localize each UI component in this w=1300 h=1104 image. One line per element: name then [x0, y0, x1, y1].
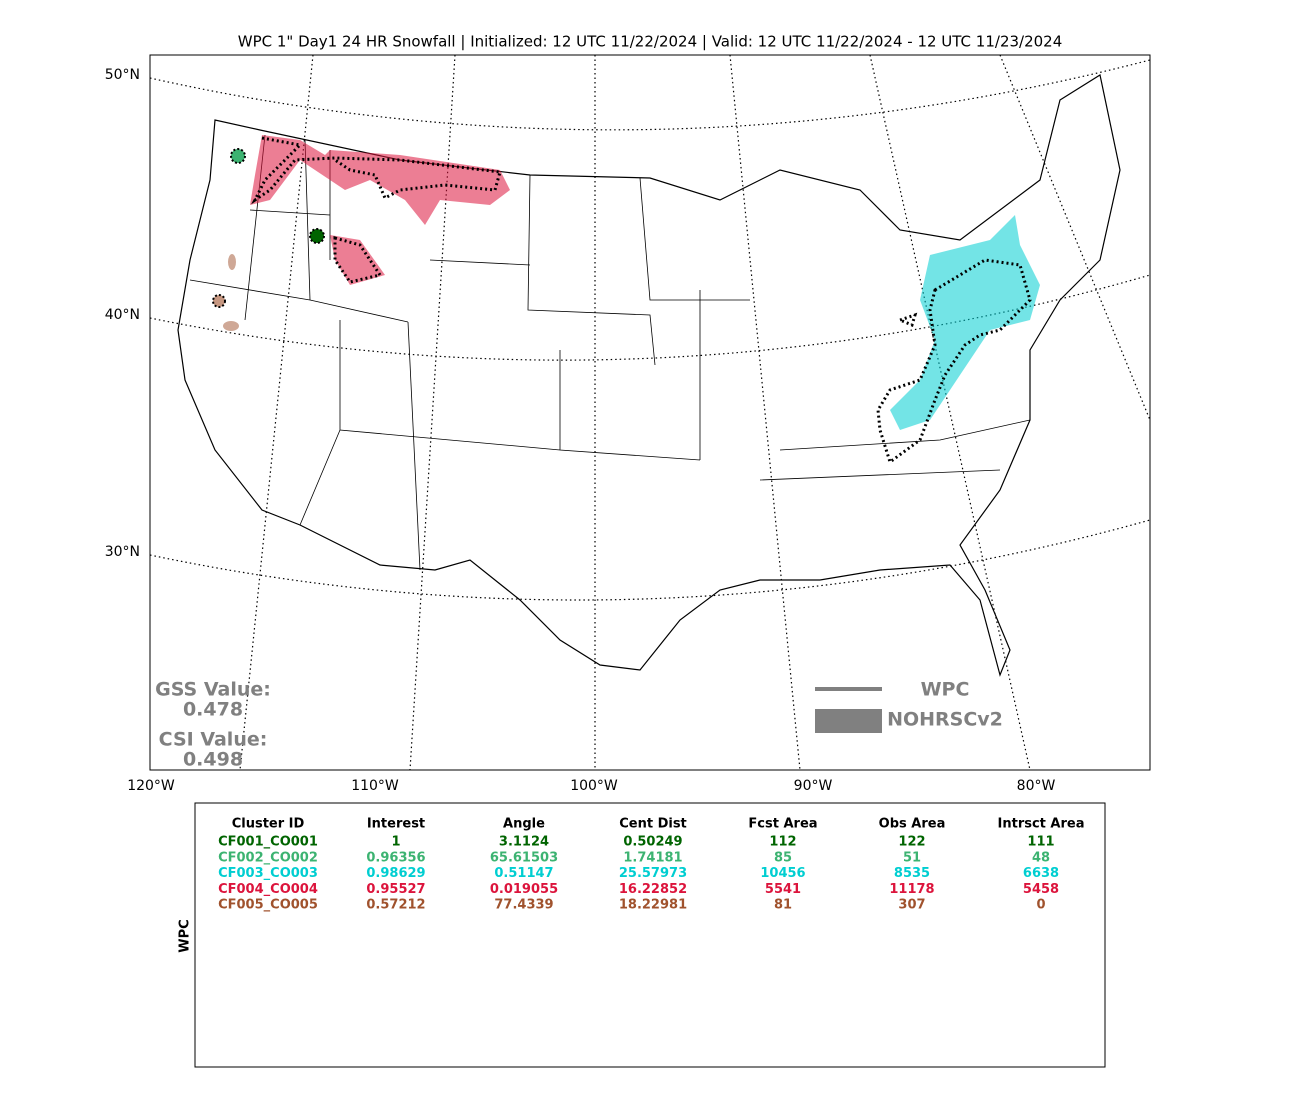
table-cell: 3.1124: [499, 835, 549, 850]
cluster: [309, 228, 325, 244]
table-cell: 0.57212: [366, 898, 425, 913]
cluster: [212, 294, 226, 308]
table-cell: 307: [898, 898, 925, 913]
obs-area: [890, 215, 1040, 430]
lat-label: 30°N: [105, 544, 140, 560]
cluster: [230, 148, 246, 164]
lon-label: 80°W: [1017, 778, 1056, 794]
stat-label: CSI Value:: [159, 729, 268, 751]
fcst-outline: [876, 258, 1032, 465]
table-cell: 0.96356: [366, 850, 425, 865]
map-frame: [149, 54, 1151, 771]
table-cell: 0: [1036, 898, 1045, 913]
stat-label: GSS Value:: [155, 679, 271, 701]
table-cell: CF005_CO005: [218, 898, 318, 913]
table-cell: 8535: [894, 866, 930, 881]
table-cell: 85: [774, 850, 792, 865]
table-cell: 18.22981: [619, 898, 687, 913]
table-cell: CF003_CO003: [218, 866, 318, 881]
legend-label: WPC: [921, 679, 970, 701]
table-cell: 16.22852: [619, 882, 687, 897]
table-cell: 48: [1032, 850, 1050, 865]
table-cell: 1.74181: [623, 850, 682, 865]
table-cell: 1: [391, 835, 400, 850]
column-header: Angle: [503, 817, 545, 832]
table-cell: 77.4339: [494, 898, 553, 913]
table-cell: 112: [769, 835, 796, 850]
table-cell: 111: [1027, 835, 1054, 850]
fcst-outline: [251, 136, 502, 284]
table-cell: 0.50249: [623, 835, 682, 850]
lat-label: 40°N: [105, 307, 140, 323]
column-header: Obs Area: [879, 817, 946, 832]
obs-area: [223, 321, 239, 331]
table-cell: 65.61503: [490, 850, 558, 865]
column-header: Intrsct Area: [998, 817, 1085, 832]
table-cell: 10456: [760, 866, 805, 881]
column-header: Interest: [367, 817, 425, 832]
state-borders: [189, 134, 1031, 571]
coastline: [177, 74, 1121, 677]
title: WPC 1" Day1 24 HR Snowfall | Initialized…: [238, 33, 1063, 51]
table-cell: 122: [898, 835, 925, 850]
side-label: WPC: [178, 919, 193, 952]
table-cell: 5458: [1023, 882, 1059, 897]
table-cell: 11178: [889, 882, 934, 897]
table-cell: CF001_CO001: [218, 835, 318, 850]
lat-label: 50°N: [105, 67, 140, 83]
table-cell: CF002_CO002: [218, 850, 318, 865]
table-frame: [194, 802, 1106, 1068]
legend-label: NOHRSCv2: [887, 709, 1003, 731]
table-cell: 25.57973: [619, 866, 687, 881]
table-cell: 51: [903, 850, 921, 865]
column-header: Cent Dist: [619, 817, 687, 832]
table-cell: 0.95527: [366, 882, 425, 897]
table-cell: 6638: [1023, 866, 1059, 881]
lon-label: 110°W: [351, 778, 399, 794]
table-cell: 81: [774, 898, 792, 913]
column-header: Fcst Area: [748, 817, 817, 832]
table-cell: 0.51147: [494, 866, 553, 881]
table-cell: CF004_CO004: [218, 882, 318, 897]
lon-label: 100°W: [570, 778, 618, 794]
legend-patch: [815, 709, 882, 733]
obs-area: [250, 135, 510, 285]
stat-value: 0.478: [183, 699, 243, 721]
map: [149, 54, 1151, 771]
lon-label: 90°W: [794, 778, 833, 794]
table-cell: 0.98629: [366, 866, 425, 881]
obs-area: [228, 254, 236, 270]
stat-value: 0.498: [183, 749, 243, 771]
table-cell: 0.019055: [490, 882, 558, 897]
lon-label: 120°W: [127, 778, 175, 794]
column-header: Cluster ID: [232, 817, 305, 832]
table-cell: 5541: [765, 882, 801, 897]
